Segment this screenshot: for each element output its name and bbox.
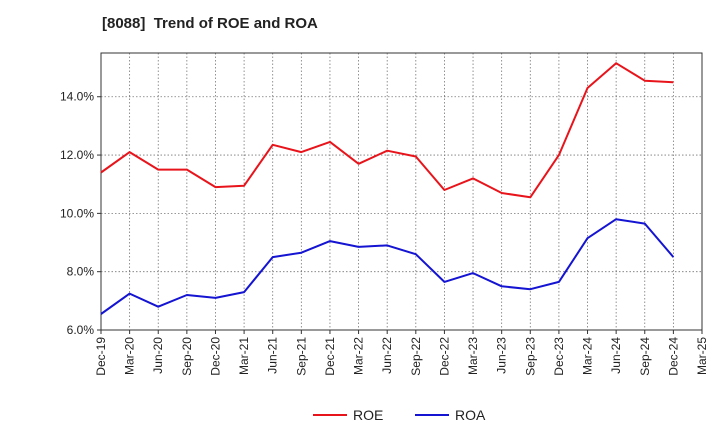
x-tick-label: Dec-23 xyxy=(552,337,566,376)
x-tick-label: Mar-23 xyxy=(466,337,480,375)
x-tick-label: Sep-20 xyxy=(180,337,194,376)
x-tick-label: Dec-24 xyxy=(666,337,680,376)
plot-background xyxy=(101,53,702,330)
x-tick-label: Jun-21 xyxy=(266,337,280,374)
series-line-roe xyxy=(100,62,674,199)
x-tick-label: Dec-21 xyxy=(323,337,337,376)
x-tick-label: Mar-24 xyxy=(581,337,595,375)
y-tick-label: 14.0% xyxy=(60,90,94,104)
x-tick-label: Sep-21 xyxy=(294,337,308,376)
series-line-roa xyxy=(100,218,675,315)
x-tick-label: Sep-23 xyxy=(523,337,537,376)
x-tick-label: Mar-25 xyxy=(695,337,709,375)
legend-label-roe: ROE xyxy=(353,407,383,423)
y-tick-label: 12.0% xyxy=(60,148,94,162)
y-tick-label: 8.0% xyxy=(67,265,95,279)
x-tick-label: Mar-22 xyxy=(352,337,366,375)
x-tick-label: Dec-20 xyxy=(208,337,222,376)
y-tick-label: 6.0% xyxy=(67,323,95,337)
y-tick-label: 10.0% xyxy=(60,206,94,220)
x-tick-label: Jun-24 xyxy=(609,337,623,374)
x-tick-label: Sep-22 xyxy=(409,337,423,376)
x-tick-label: Sep-24 xyxy=(638,337,652,376)
x-tick-label: Mar-20 xyxy=(123,337,137,375)
x-tick-label: Dec-19 xyxy=(94,337,108,376)
plot-frame xyxy=(100,52,703,331)
x-tick-label: Jun-23 xyxy=(495,337,509,374)
legend-label-roa: ROA xyxy=(455,407,486,423)
chart-title: [8088] Trend of ROE and ROA xyxy=(102,15,318,32)
x-tick-label: Jun-22 xyxy=(380,337,394,374)
x-tick-label: Dec-22 xyxy=(437,337,451,376)
x-tick-label: Jun-20 xyxy=(151,337,165,374)
x-tick-label: Mar-21 xyxy=(237,337,251,375)
